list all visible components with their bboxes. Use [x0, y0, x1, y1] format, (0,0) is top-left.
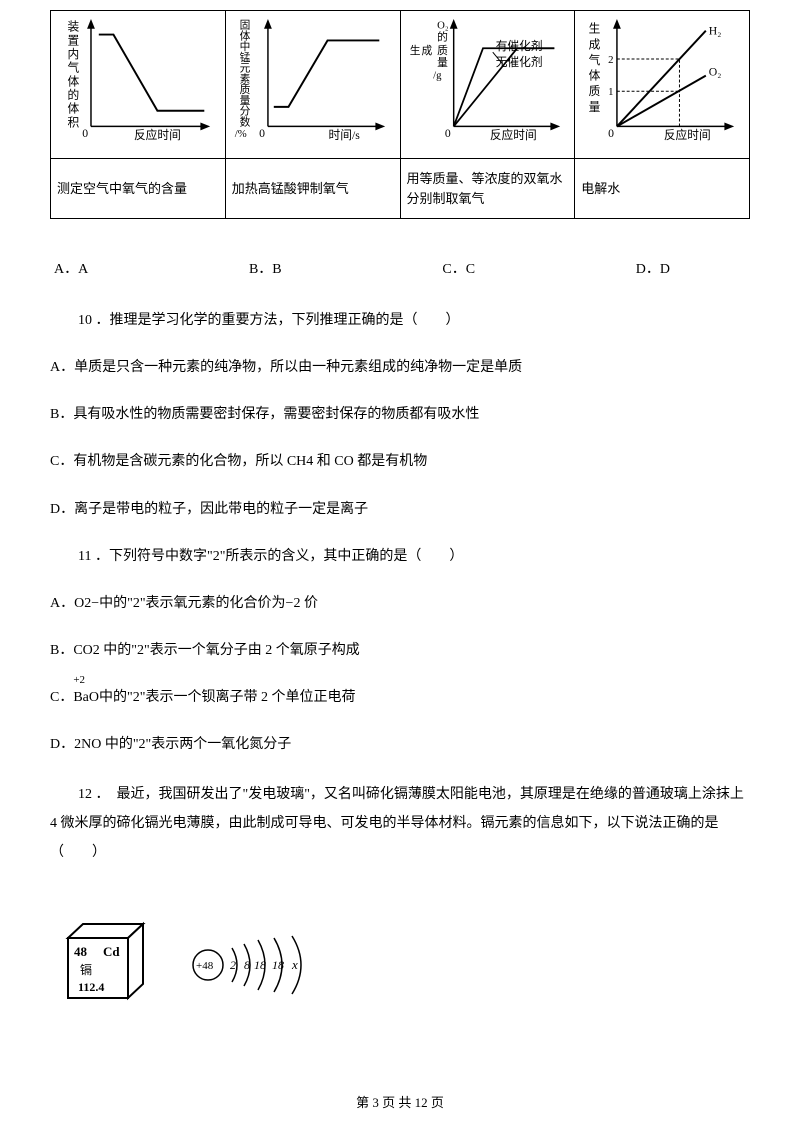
svg-text:112.4: 112.4	[78, 980, 104, 994]
svg-text:+48: +48	[196, 960, 214, 972]
table-label-c: 用等质量、等浓度的双氧水分别制取氧气	[400, 159, 575, 219]
svg-text:2: 2	[230, 958, 236, 972]
svg-text:气: 气	[68, 61, 80, 75]
svg-text:生: 生	[589, 22, 601, 36]
svg-text:18: 18	[254, 958, 266, 972]
answer-options: A．A B．B C．C D．D	[50, 259, 750, 281]
table-label-a: 测定空气中氧气的含量	[51, 159, 226, 219]
svg-text:O₂: O₂	[437, 20, 449, 32]
q10-option-d: D．离子是带电的粒子，因此带电的粒子一定是离子	[50, 497, 750, 522]
chart-b-svg: 固 体 中 锰 元 素 质 量 分 数 /% 0 时间/s	[232, 17, 394, 144]
svg-text:质: 质	[437, 45, 448, 57]
chart-cell-d: 生 成 气 体 质 量 H₂ O₂ 2 1 0 反应时间	[575, 11, 750, 159]
bao-formula: +2BaO	[73, 685, 99, 710]
chart-cell-a: 装 置 内 气 体 的 体 积 0 反应时间	[51, 11, 226, 159]
chart-a-svg: 装 置 内 气 体 的 体 积 0 反应时间	[57, 17, 219, 144]
svg-text:的: 的	[437, 30, 448, 43]
svg-text:反应时间: 反应时间	[664, 128, 711, 142]
q10-option-a: A．单质是只含一种元素的纯净物，所以由一种元素组成的纯净物一定是单质	[50, 355, 750, 380]
q11-option-a: A．O2−中的"2"表示氧元素的化合价为−2 价	[50, 591, 750, 616]
svg-text:8: 8	[244, 958, 250, 972]
option-b: B．B	[249, 259, 282, 281]
svg-text:质: 质	[589, 84, 601, 98]
svg-text:48: 48	[74, 944, 88, 959]
q10-stem: 10 ．推理是学习化学的重要方法，下列推理正确的是（ ）	[50, 308, 750, 333]
svg-text:H₂: H₂	[709, 25, 722, 38]
svg-text:O₂: O₂	[709, 66, 722, 79]
svg-text:镉: 镉	[80, 963, 92, 977]
svg-text:/g: /g	[433, 70, 442, 82]
svg-text:反应时间: 反应时间	[489, 128, 536, 142]
svg-text:0: 0	[82, 127, 88, 140]
svg-text:体: 体	[68, 102, 80, 116]
chart-d-svg: 生 成 气 体 质 量 H₂ O₂ 2 1 0 反应时间	[581, 17, 743, 144]
svg-text:18: 18	[272, 958, 284, 972]
atom-structure-svg: +48 2 8 18 18 x	[188, 930, 368, 1000]
svg-text:/%: /%	[234, 128, 246, 140]
q12-stem: 12 ． 最近，我国研发出了"发电玻璃"，又名叫碲化镉薄膜太阳能电池，其原理是在…	[50, 780, 750, 868]
svg-text:Cd: Cd	[103, 944, 120, 959]
chart-table: 装 置 内 气 体 的 体 积 0 反应时间 固 体 中	[50, 10, 750, 219]
svg-text:数: 数	[239, 115, 250, 128]
svg-text:0: 0	[444, 127, 450, 140]
svg-text:量: 量	[589, 101, 601, 114]
svg-text:的: 的	[68, 88, 80, 102]
svg-text:体: 体	[68, 74, 80, 88]
q11-option-c: C．+2BaO中的"2"表示一个钡离子带 2 个单位正电荷	[50, 685, 750, 710]
table-label-b: 加热高锰酸钾制氧气	[225, 159, 400, 219]
svg-text:气: 气	[589, 53, 601, 67]
q10-option-c: C．有机物是含碳元素的化合物，所以 CH4 和 CO 都是有机物	[50, 449, 750, 474]
svg-text:装: 装	[68, 21, 80, 34]
svg-text:置: 置	[68, 34, 80, 47]
svg-text:反应时间: 反应时间	[134, 128, 181, 142]
svg-text:0: 0	[259, 127, 265, 140]
q10-option-b: B．具有吸水性的物质需要密封保存，需要密封保存的物质都有吸水性	[50, 402, 750, 427]
svg-text:成: 成	[589, 38, 601, 51]
bottom-figures: 48 Cd 镉 112.4 +48 2 8 18 18 x	[50, 918, 750, 1013]
chart-c-svg: O₂ 的 生 成 质 量 /g 有催化剂 无催化剂 0 反应时间	[407, 17, 569, 144]
element-cube-svg: 48 Cd 镉 112.4	[58, 918, 158, 1013]
svg-text:生: 生	[409, 44, 420, 57]
chart-cell-c: O₂ 的 生 成 质 量 /g 有催化剂 无催化剂 0 反应时间	[400, 11, 575, 159]
svg-text:无催化剂: 无催化剂	[495, 55, 542, 69]
svg-text:量: 量	[437, 57, 448, 69]
svg-text:成: 成	[421, 45, 432, 57]
svg-text:体: 体	[589, 69, 601, 83]
option-a: A．A	[54, 259, 88, 281]
page-footer: 第 3 页 共 12 页	[0, 1093, 800, 1114]
option-d: D．D	[636, 259, 670, 281]
svg-text:积: 积	[68, 116, 80, 129]
svg-text:内: 内	[68, 47, 80, 61]
q11-option-b: B．CO2 中的"2"表示一个氧分子由 2 个氧原子构成	[50, 638, 750, 663]
chart-cell-b: 固 体 中 锰 元 素 质 量 分 数 /% 0 时间/s	[225, 11, 400, 159]
svg-text:1: 1	[608, 86, 613, 98]
svg-text:0: 0	[608, 127, 614, 140]
option-c: C．C	[442, 259, 475, 281]
table-label-d: 电解水	[575, 159, 750, 219]
svg-text:有催化剂: 有催化剂	[495, 39, 542, 53]
svg-text:2: 2	[608, 54, 613, 66]
q11-option-d: D．2NO 中的"2"表示两个一氧化氮分子	[50, 732, 750, 757]
q11-stem: 11 ．下列符号中数字"2"所表示的含义，其中正确的是（ ）	[50, 544, 750, 569]
svg-text:时间/s: 时间/s	[328, 129, 360, 142]
svg-text:x: x	[291, 957, 298, 972]
